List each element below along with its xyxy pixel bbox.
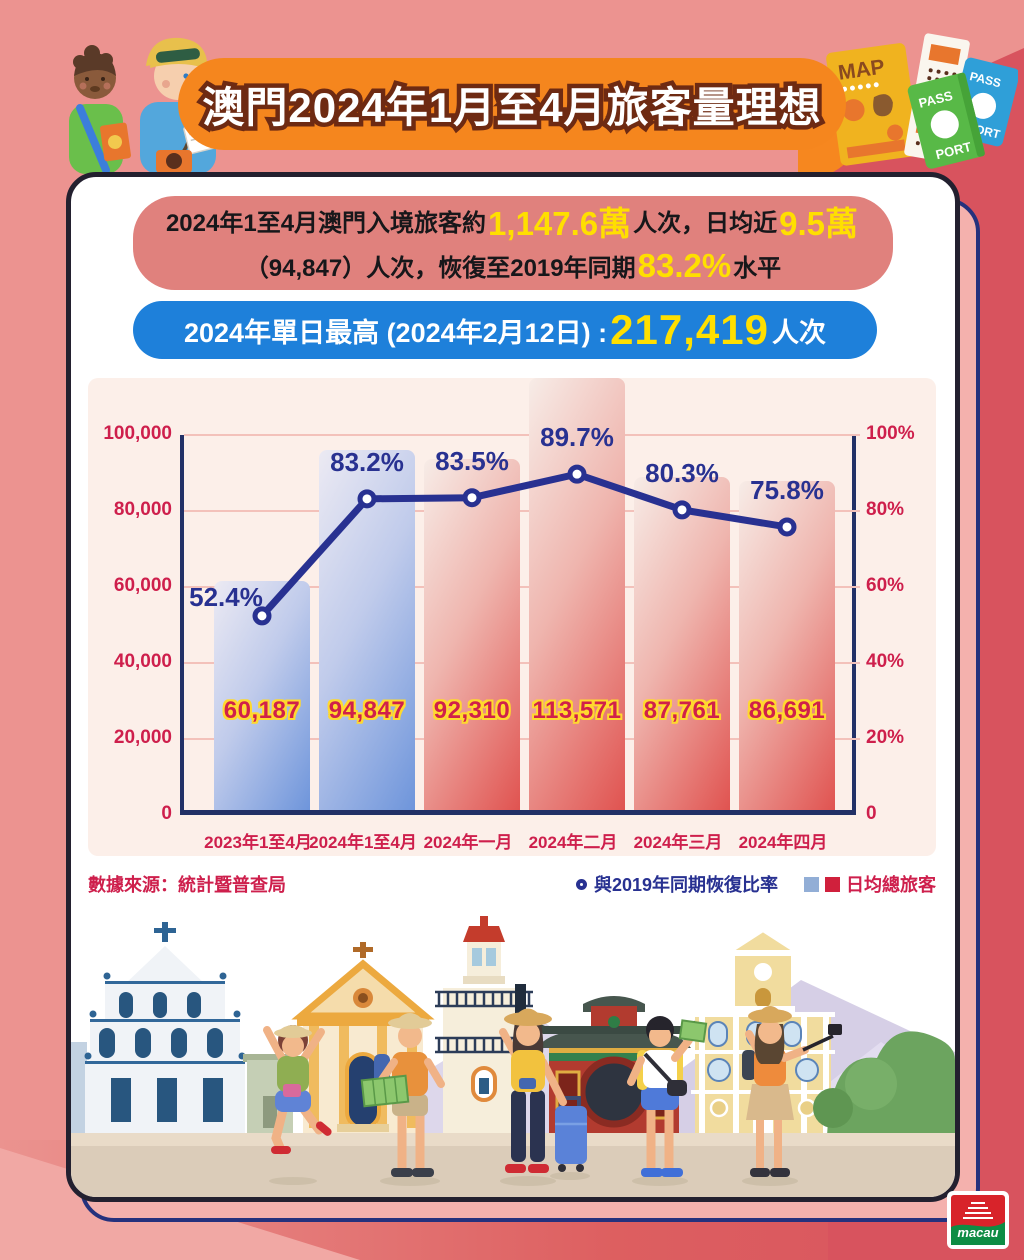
- page-title-outline: 澳門2024年1月至4月旅客量理想: [198, 79, 825, 135]
- ruins-glyph: [963, 1202, 993, 1219]
- recovery-rate-label: 83.2%: [330, 446, 404, 477]
- right-axis-tick: 20%: [866, 727, 905, 748]
- tourist-jumping-girl: [263, 1025, 332, 1185]
- recovery-rate-label: 75.8%: [750, 474, 824, 505]
- tourist-selfie-woman: [742, 1006, 842, 1186]
- macau-tourism-logo: macau: [947, 1191, 1009, 1249]
- summary-line-2: （94,847）人次，恢復至2019年同期 83.2% 水平: [245, 243, 781, 288]
- category-label: 2024年1至4月: [309, 833, 417, 852]
- bar-value-label: 94,847: [328, 697, 406, 724]
- legend-bar-label: 日均總旅客: [846, 875, 936, 895]
- tourist-yellow-shirt-man: [627, 1016, 708, 1186]
- tourist-child: [69, 45, 131, 174]
- summary-line-1: 2024年1至4月澳門入境旅客約 1,147.6萬 人次，日均近 9.5萬: [166, 198, 860, 243]
- summary-text: 2024年1至4月澳門入境旅客約: [165, 210, 487, 237]
- summary-pill: 2024年1至4月澳門入境旅客約 1,147.6萬 人次，日均近 9.5萬 （9…: [133, 196, 893, 290]
- recovery-rate-label: 83.5%: [435, 445, 509, 476]
- daily-visitors-bar: [529, 378, 625, 810]
- bar-value-label: 92,310: [433, 697, 511, 724]
- summary-highlight: 1,147.6萬: [488, 204, 632, 242]
- chart-footer-row: 數據來源：統計暨普查局 與2019年同期恢復比率 日均總旅客: [88, 869, 936, 899]
- ruins-st-paul: [71, 922, 246, 1136]
- right-axis-tick: 60%: [866, 575, 905, 596]
- recovery-rate-label: 89.7%: [540, 422, 614, 453]
- summary-text: （94,847）人次，恢復至2019年同期: [244, 255, 636, 282]
- blue-bar-swatch-icon: [804, 876, 819, 892]
- category-label: 2024年四月: [738, 833, 828, 852]
- recovery-line-chart: [252, 464, 797, 626]
- summary-text: 人次，日均近: [633, 210, 778, 237]
- category-label: 2024年一月: [423, 833, 513, 852]
- category-label: 2023年1至4月: [204, 833, 312, 852]
- macau-street-scene: [71, 916, 955, 1197]
- bar-value-label: 87,761: [643, 697, 721, 724]
- summary-highlight: 9.5萬: [779, 204, 859, 242]
- passport-green: PASS PORT: [907, 72, 985, 169]
- left-axis-tick: 20,000: [113, 727, 172, 748]
- category-label: 2024年二月: [528, 833, 618, 852]
- plot-area: 60,187 94,847 92,310 113,571 87,761 86,691 52.…: [180, 378, 860, 815]
- peak-value: 217,419: [610, 306, 769, 353]
- logo-text: macau: [957, 1225, 998, 1240]
- right-axis-tick: 40%: [866, 651, 905, 672]
- gridline: [184, 662, 860, 664]
- peak-label: 2024年單日最高 (2024年2月12日) :: [184, 317, 608, 348]
- left-axis-tick: 80,000: [113, 499, 172, 520]
- chart-legend: 與2019年同期恢復比率 日均總旅客: [575, 871, 936, 897]
- left-axis-tick: 40,000: [113, 651, 172, 672]
- peak-unit: 人次: [771, 317, 826, 348]
- gridline: [184, 586, 860, 588]
- chart-panel: 0 20,000 40,000 60,000 80,000 100,000 0 20% 40%…: [88, 378, 936, 856]
- left-axis-tick: 60,000: [113, 575, 172, 596]
- tourist-suitcase-woman: [499, 1008, 590, 1186]
- tourist-map-man: [360, 1013, 445, 1186]
- red-bar-swatch-icon: [825, 876, 840, 892]
- right-axis-tick: 100%: [866, 423, 915, 444]
- daily-visitors-bar: [424, 459, 520, 810]
- daily-peak-pill: 2024年單日最高 (2024年2月12日) : 217,419 人次: [133, 301, 877, 359]
- data-source: 數據來源：統計暨普查局: [88, 875, 286, 895]
- gridline: [184, 738, 860, 740]
- right-axis-tick: 80%: [866, 499, 905, 520]
- gridline: [184, 510, 860, 512]
- summary-text: 水平: [733, 255, 782, 282]
- legend-line-label: 與2019年同期恢復比率: [593, 875, 778, 895]
- line-marker-icon: [575, 878, 587, 890]
- title-banner: 澳門2024年1月至4月旅客量理想 澳門2024年1月至4月旅客量理想: [178, 58, 846, 150]
- left-axis-tick: 0: [161, 803, 172, 824]
- daily-visitors-bar: [634, 476, 730, 810]
- summary-highlight: 83.2%: [637, 246, 732, 284]
- bar-value-label: 113,571: [532, 697, 622, 724]
- bar-value-label: 86,691: [748, 697, 826, 724]
- bushes: [813, 1031, 955, 1136]
- category-label: 2024年三月: [633, 833, 723, 852]
- right-axis-tick: 0: [866, 803, 877, 824]
- recovery-rate-label: 52.4%: [189, 581, 263, 612]
- gridline: [184, 434, 860, 436]
- bar-value-label: 60,187: [223, 697, 301, 724]
- main-card: 2024年1至4月澳門入境旅客約 1,147.6萬 人次，日均近 9.5萬 （9…: [66, 172, 960, 1202]
- recovery-rate-label: 80.3%: [645, 457, 719, 488]
- left-axis-tick: 100,000: [103, 423, 172, 444]
- daily-visitors-bar: [319, 449, 415, 810]
- map-booklet: MAP: [826, 43, 920, 166]
- page-title: 澳門2024年1月至4月旅客量理想: [202, 83, 822, 131]
